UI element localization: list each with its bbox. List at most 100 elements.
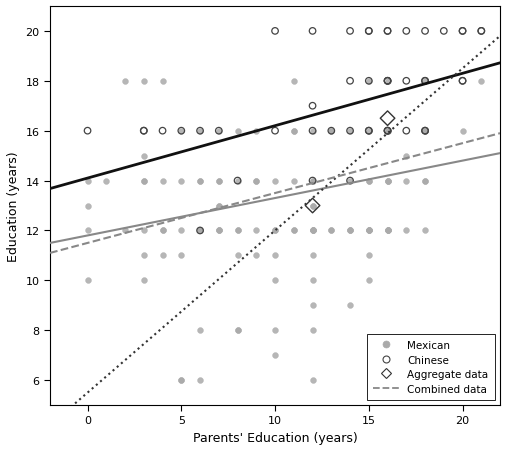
Point [458, 28, 466, 36]
Point [271, 327, 279, 334]
Point [308, 28, 316, 36]
Point [383, 128, 391, 135]
Point [421, 28, 429, 36]
Point [365, 128, 373, 135]
Point [177, 377, 186, 384]
Point [289, 227, 298, 235]
Point [177, 128, 186, 135]
Point [402, 128, 410, 135]
Point [383, 227, 391, 235]
Point [365, 227, 373, 235]
Point [383, 178, 391, 185]
Point [383, 128, 391, 135]
Point [271, 252, 279, 259]
Point [458, 128, 466, 135]
Point [365, 227, 373, 235]
Point [421, 227, 429, 235]
Point [140, 252, 148, 259]
Point [346, 227, 354, 235]
Point [365, 227, 373, 235]
Point [177, 377, 186, 384]
Point [421, 128, 429, 135]
Point [421, 128, 429, 135]
Point [234, 327, 242, 334]
Point [215, 178, 223, 185]
Point [383, 178, 391, 185]
Point [308, 202, 316, 210]
Point [289, 78, 298, 85]
Point [365, 227, 373, 235]
Point [308, 252, 316, 259]
Point [308, 327, 316, 334]
Point [177, 227, 186, 235]
Point [365, 28, 373, 36]
Point [365, 252, 373, 259]
Point [346, 128, 354, 135]
Point [365, 78, 373, 85]
Point [346, 302, 354, 309]
Point [458, 78, 466, 85]
Point [383, 78, 391, 85]
Point [383, 128, 391, 135]
Point [177, 178, 186, 185]
Point [477, 78, 485, 85]
Point [365, 128, 373, 135]
Point [327, 227, 335, 235]
Point [234, 178, 242, 185]
Point [346, 28, 354, 36]
Point [327, 128, 335, 135]
Point [177, 252, 186, 259]
Point [234, 227, 242, 235]
Point [308, 302, 316, 309]
Point [421, 78, 429, 85]
Point [196, 227, 204, 235]
Point [196, 128, 204, 135]
Point [102, 178, 111, 185]
Point [346, 227, 354, 235]
Point [159, 227, 167, 235]
Point [234, 327, 242, 334]
Point [196, 227, 204, 235]
Point [477, 28, 485, 36]
Point [365, 178, 373, 185]
Point [346, 227, 354, 235]
Point [289, 178, 298, 185]
Point [365, 28, 373, 36]
Point [477, 28, 485, 36]
Point [159, 78, 167, 85]
Point [215, 227, 223, 235]
Point [252, 227, 261, 235]
Point [196, 227, 204, 235]
Point [308, 227, 316, 235]
Point [271, 277, 279, 284]
Point [327, 128, 335, 135]
Point [234, 128, 242, 135]
Point [271, 28, 279, 36]
Point [196, 178, 204, 185]
Point [84, 202, 92, 210]
Point [84, 178, 92, 185]
Point [383, 115, 391, 123]
Point [308, 202, 316, 210]
Point [308, 227, 316, 235]
Point [196, 327, 204, 334]
Point [421, 78, 429, 85]
Point [421, 178, 429, 185]
Point [121, 227, 129, 235]
Point [234, 178, 242, 185]
Point [383, 28, 391, 36]
Point [215, 128, 223, 135]
Point [234, 227, 242, 235]
Point [140, 153, 148, 160]
Point [308, 227, 316, 235]
Point [383, 128, 391, 135]
Point [421, 128, 429, 135]
Y-axis label: Education (years): Education (years) [7, 151, 20, 261]
Point [215, 227, 223, 235]
Point [84, 128, 92, 135]
Point [234, 252, 242, 259]
Point [308, 178, 316, 185]
Point [365, 128, 373, 135]
X-axis label: Parents' Education (years): Parents' Education (years) [193, 431, 357, 444]
Point [121, 78, 129, 85]
